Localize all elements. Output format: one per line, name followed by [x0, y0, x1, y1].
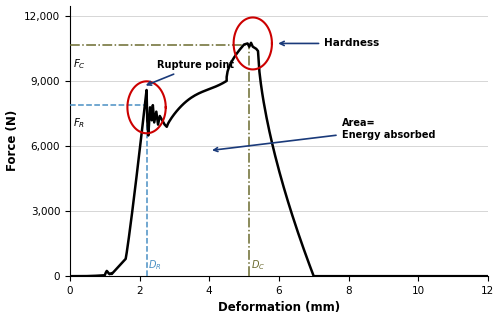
Y-axis label: Force (N): Force (N)	[6, 110, 18, 172]
Text: Hardness: Hardness	[280, 38, 380, 48]
Text: $F_C$: $F_C$	[72, 58, 86, 71]
Text: Area=
Energy absorbed: Area= Energy absorbed	[214, 118, 435, 151]
X-axis label: Deformation (mm): Deformation (mm)	[218, 301, 340, 315]
Text: $F_R$: $F_R$	[72, 116, 85, 130]
Text: $D_R$: $D_R$	[148, 259, 162, 272]
Text: $D_C$: $D_C$	[251, 259, 265, 272]
Text: Rupture point: Rupture point	[148, 60, 234, 85]
